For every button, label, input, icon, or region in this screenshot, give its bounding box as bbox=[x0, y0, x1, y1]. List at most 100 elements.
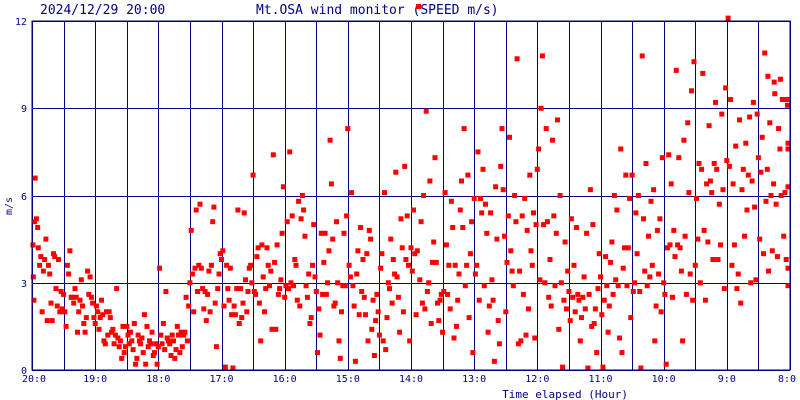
data-point bbox=[618, 146, 624, 152]
data-point bbox=[145, 344, 151, 350]
data-point bbox=[395, 294, 401, 300]
data-point bbox=[87, 274, 93, 280]
data-point bbox=[56, 257, 61, 262]
data-point bbox=[301, 207, 307, 213]
data-point bbox=[339, 309, 344, 315]
data-point bbox=[603, 254, 609, 260]
data-point bbox=[538, 105, 544, 111]
data-point bbox=[148, 341, 154, 347]
data-point bbox=[191, 309, 197, 315]
data-point bbox=[302, 233, 308, 239]
data-point bbox=[216, 271, 222, 277]
data-point bbox=[293, 262, 299, 268]
data-point bbox=[270, 152, 276, 158]
data-point bbox=[433, 259, 439, 265]
data-point bbox=[316, 306, 322, 312]
data-point bbox=[710, 257, 716, 262]
data-point bbox=[111, 341, 117, 347]
data-point bbox=[299, 193, 305, 198]
data-point bbox=[298, 216, 304, 222]
data-point bbox=[404, 213, 410, 219]
data-point bbox=[499, 126, 505, 132]
data-point bbox=[274, 242, 280, 248]
data-point bbox=[761, 251, 766, 257]
data-point bbox=[42, 257, 48, 262]
data-point bbox=[326, 248, 332, 254]
data-point bbox=[785, 265, 791, 271]
data-point bbox=[436, 318, 442, 324]
data-point bbox=[611, 193, 617, 198]
data-point bbox=[604, 283, 610, 289]
data-point bbox=[296, 198, 302, 204]
x-tick-label: 13:0 bbox=[462, 374, 486, 385]
data-point bbox=[587, 187, 593, 193]
data-point bbox=[456, 271, 462, 277]
data-point bbox=[265, 262, 271, 268]
data-point bbox=[250, 172, 256, 178]
data-point bbox=[634, 251, 640, 257]
data-point bbox=[234, 286, 240, 292]
data-point bbox=[575, 291, 581, 297]
data-point bbox=[291, 283, 296, 289]
data-point bbox=[128, 329, 133, 335]
data-point bbox=[115, 335, 121, 341]
data-point bbox=[673, 67, 679, 73]
data-point bbox=[643, 161, 649, 166]
data-point bbox=[164, 335, 170, 341]
data-points bbox=[30, 4, 791, 371]
data-point bbox=[472, 271, 478, 277]
data-point bbox=[519, 213, 525, 219]
data-point bbox=[633, 210, 639, 216]
data-point bbox=[556, 326, 562, 332]
data-point bbox=[332, 300, 338, 306]
data-point bbox=[490, 297, 496, 303]
data-point bbox=[568, 216, 574, 222]
data-point bbox=[114, 286, 120, 292]
data-point bbox=[361, 294, 367, 300]
data-point bbox=[450, 225, 456, 230]
data-point bbox=[431, 239, 437, 245]
data-point bbox=[550, 137, 555, 143]
data-point bbox=[106, 309, 112, 315]
data-point bbox=[104, 309, 109, 315]
data-point bbox=[253, 291, 259, 297]
data-point bbox=[724, 158, 730, 164]
data-point bbox=[457, 207, 463, 213]
data-point bbox=[781, 233, 787, 239]
data-point bbox=[62, 309, 68, 315]
data-point bbox=[117, 338, 123, 344]
data-point bbox=[344, 213, 350, 219]
data-point bbox=[40, 268, 46, 274]
data-point bbox=[376, 332, 382, 338]
data-point bbox=[262, 309, 267, 315]
data-point bbox=[342, 283, 348, 289]
data-point bbox=[205, 291, 211, 297]
data-point bbox=[763, 198, 769, 204]
data-point bbox=[33, 216, 39, 222]
x-tick-label: 18:0 bbox=[146, 374, 170, 385]
data-point bbox=[651, 187, 657, 193]
data-point bbox=[589, 323, 595, 329]
data-point bbox=[505, 213, 511, 219]
data-point bbox=[747, 114, 753, 120]
data-point bbox=[236, 321, 242, 326]
data-point bbox=[249, 280, 255, 286]
data-point bbox=[83, 315, 89, 321]
data-point bbox=[206, 268, 212, 274]
data-point bbox=[269, 326, 275, 332]
data-point bbox=[419, 300, 425, 306]
data-point bbox=[670, 294, 675, 300]
data-point bbox=[371, 353, 377, 358]
data-point bbox=[783, 257, 789, 262]
data-point bbox=[306, 271, 312, 277]
data-point bbox=[402, 163, 408, 169]
data-point bbox=[48, 300, 54, 306]
data-point bbox=[368, 236, 374, 242]
data-point bbox=[202, 289, 208, 294]
data-point bbox=[563, 306, 569, 312]
data-point bbox=[632, 280, 638, 286]
data-point bbox=[215, 286, 221, 292]
data-point bbox=[107, 315, 113, 321]
data-point bbox=[654, 227, 660, 233]
data-point bbox=[264, 245, 270, 251]
